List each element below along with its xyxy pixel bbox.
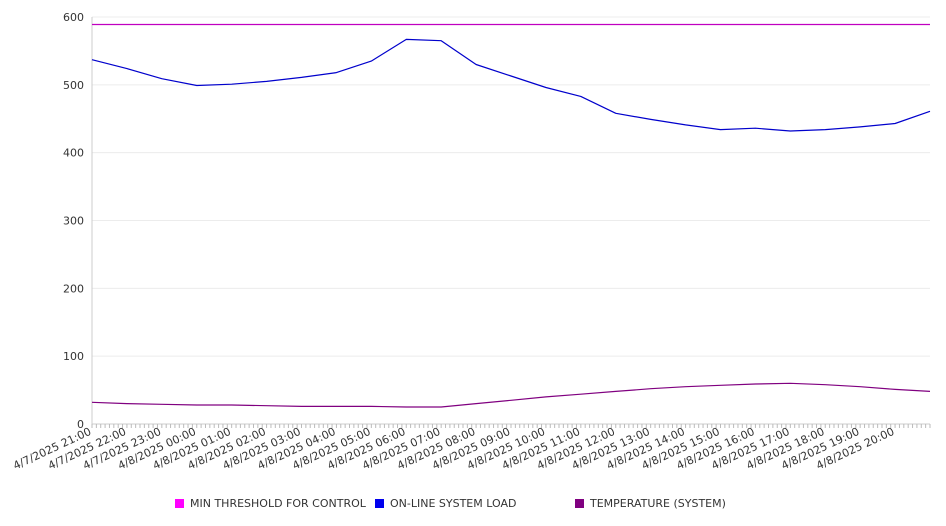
grid-lines — [92, 16, 930, 357]
y-tick-label: 200 — [63, 282, 84, 295]
legend-item-min-threshold[interactable]: MIN THRESHOLD FOR CONTROL — [175, 497, 366, 510]
series-line-2 — [91, 382, 931, 408]
y-tick-label: 100 — [63, 350, 84, 363]
series-line-1 — [91, 38, 931, 132]
y-axis-ticks: 0 100 200 300 400 500 600 — [63, 11, 84, 431]
legend-swatch-min-threshold — [175, 499, 184, 508]
y-tick-label: 400 — [63, 147, 84, 160]
legend-item-temperature[interactable]: TEMPERATURE (SYSTEM) — [575, 497, 726, 510]
y-tick-label: 600 — [63, 11, 84, 24]
series-lines — [91, 23, 931, 408]
legend-label-temperature: TEMPERATURE (SYSTEM) — [590, 497, 726, 510]
legend-swatch-system-load — [375, 499, 384, 508]
legend: MIN THRESHOLD FOR CONTROL ON-LINE SYSTEM… — [0, 497, 946, 515]
x-axis-ticks: 4/7/2025 21:004/7/2025 22:004/7/2025 23:… — [11, 424, 931, 472]
legend-label-min-threshold: MIN THRESHOLD FOR CONTROL — [190, 497, 366, 510]
y-tick-label: 0 — [77, 418, 84, 431]
y-tick-label: 300 — [63, 215, 84, 228]
legend-swatch-temperature — [575, 499, 584, 508]
legend-item-system-load[interactable]: ON-LINE SYSTEM LOAD — [375, 497, 516, 510]
y-tick-label: 500 — [63, 79, 84, 92]
legend-label-system-load: ON-LINE SYSTEM LOAD — [390, 497, 517, 510]
